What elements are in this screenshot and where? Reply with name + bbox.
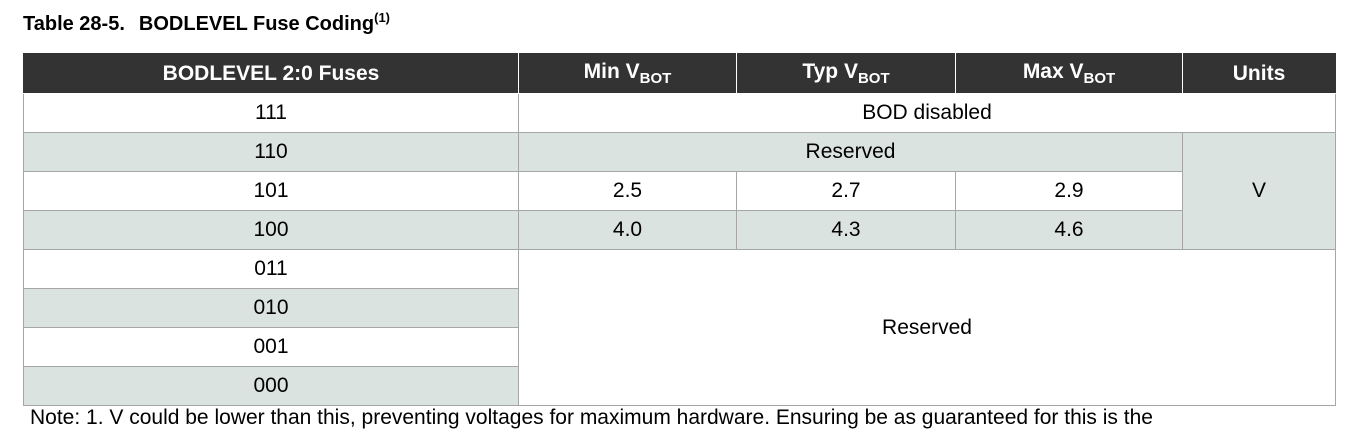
table-row: 111 BOD disabled	[23, 93, 1336, 133]
fuse-cell: 111	[23, 93, 519, 133]
fuse-cell: 101	[23, 171, 519, 211]
table-caption: Table 28-5. BODLEVEL Fuse Coding(1)	[23, 10, 390, 36]
min-vbot-cell: 2.5	[518, 171, 737, 211]
table-row: 000	[23, 366, 1336, 406]
fuse-cell: 011	[23, 249, 519, 289]
fuse-cell: 000	[23, 366, 519, 406]
header-fuses: BODLEVEL 2:0 Fuses	[23, 53, 519, 94]
header-row: BODLEVEL 2:0 Fuses Min VBOT Typ VBOT Max…	[23, 53, 1336, 94]
table-note: Note: 1. V could be lower than this, pre…	[30, 406, 1153, 429]
table-row: 110 Reserved V	[23, 132, 1336, 250]
header-min-vbot: Min VBOT	[518, 53, 737, 94]
fuse-cell: 100	[23, 210, 519, 250]
header-typ-vbot: Typ VBOT	[736, 53, 956, 94]
fuse-cell: 110	[23, 132, 519, 172]
typ-vbot-cell: 4.3	[736, 210, 956, 250]
header-units: Units	[1182, 53, 1336, 94]
reserved-cell: Reserved	[518, 132, 1183, 172]
footnote-ref: (1)	[374, 10, 390, 25]
table-row: 101 2.5 2.7 2.9	[23, 171, 1336, 211]
typ-vbot-cell: 2.7	[736, 171, 956, 211]
header-max-vbot: Max VBOT	[955, 53, 1183, 94]
reserved-block-cell: Reserved	[518, 249, 1336, 406]
table-row: 100 4.0 4.3 4.6	[23, 210, 1336, 250]
table-row: 011 Reserved	[23, 249, 1336, 406]
max-vbot-cell: 4.6	[955, 210, 1183, 250]
bodlevel-table: BODLEVEL 2:0 Fuses Min VBOT Typ VBOT Max…	[23, 53, 1336, 406]
min-vbot-cell: 4.0	[518, 210, 737, 250]
fuse-cell: 001	[23, 327, 519, 367]
table-number: Table 28-5.	[23, 13, 125, 35]
table-title: BODLEVEL Fuse Coding	[138, 13, 375, 35]
max-vbot-cell: 2.9	[955, 171, 1183, 211]
units-cell: V	[1182, 132, 1336, 250]
bod-disabled-cell: BOD disabled	[518, 93, 1336, 133]
fuse-cell: 010	[23, 288, 519, 328]
table-row: 010	[23, 288, 1336, 328]
